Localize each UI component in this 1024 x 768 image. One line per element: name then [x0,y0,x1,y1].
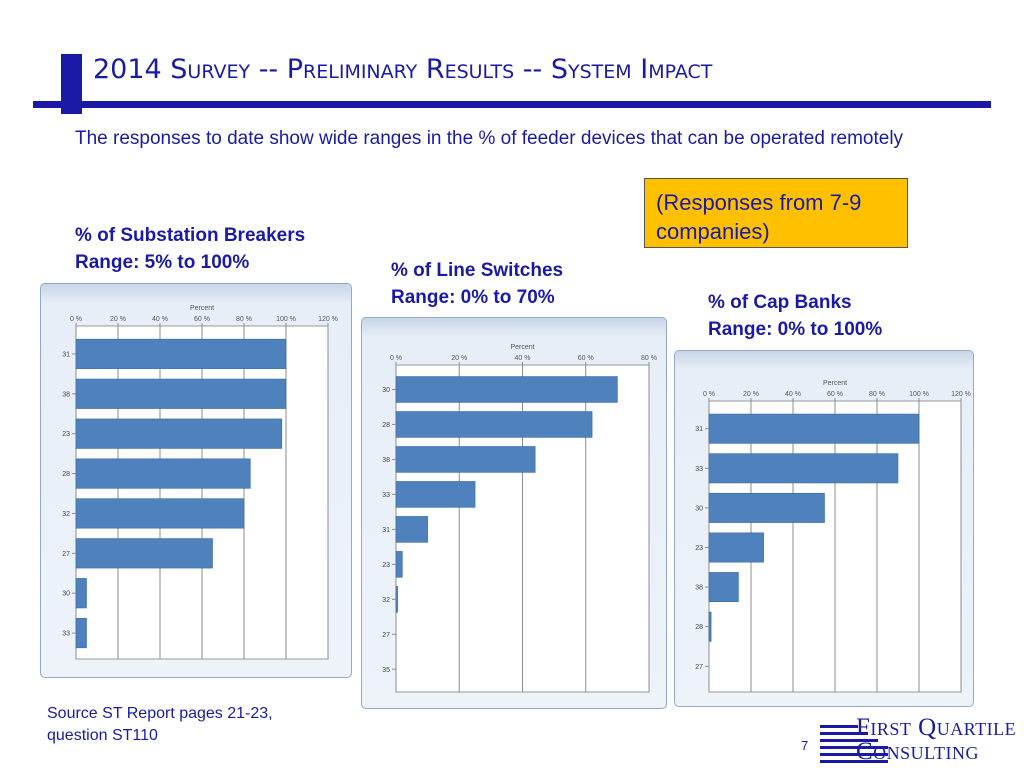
category-label: 28 [382,422,390,429]
tick-label: 120 % [951,391,971,398]
bar [75,378,287,409]
tick-label: 100 % [909,391,929,398]
chart-range-label: Range: 5% to 100% [75,252,250,273]
tick-label: 80 % [236,316,252,323]
category-label: 38 [382,457,390,464]
category-label: 32 [62,511,70,518]
chart-cap-banks: Percent 0 % 20 % 40 % 60 % 80 % 100 % 120 % 31 33… [695,380,971,693]
tick-label: 20 % [743,391,759,398]
bar [395,516,428,543]
category-label: 30 [695,505,703,512]
category-label: 33 [62,631,70,638]
bar [395,551,403,578]
bar [75,338,287,369]
source-line-1: Source ST Report pages 21-23, [47,705,273,722]
logo-text-line-2: Consulting [856,738,980,765]
bar [75,458,251,489]
tick-label: 0 % [703,391,715,398]
tick-label: 60 % [827,391,843,398]
bar [75,618,87,649]
source-note: Source ST Report pages 21-23, question S… [47,703,273,747]
bar [708,532,764,563]
chart-range-label: Range: 0% to 100% [708,319,883,340]
category-label: 32 [382,597,390,604]
bar [708,492,825,523]
chart-title: % of Line Switches [391,260,564,281]
bar [75,418,283,449]
tick-label: 20 % [110,316,126,323]
bar [75,538,213,569]
bar [708,611,712,642]
bar [395,586,398,613]
bar [708,453,899,484]
chart-heading-substation-breakers: % of Substation Breakers Range: 5% to 10… [75,222,305,276]
category-label: 28 [62,471,70,478]
category-label: 30 [382,387,390,394]
tick-label: 100 % [276,316,296,323]
title-underline [33,101,991,108]
responses-callout: (Responses from 7-9 companies) [644,178,908,248]
tick-label: 60 % [194,316,210,323]
bar [395,376,618,403]
category-label: 30 [62,591,70,598]
chart-substation-breakers: Percent 0 % 20 % 40 % 60 % 80 % 100 % 120 % 31 38… [62,305,338,660]
chart-range-label: Range: 0% to 70% [391,287,555,308]
bar [395,481,476,508]
title-accent-bar [61,54,82,114]
category-label: 31 [62,351,70,358]
bar [708,413,920,444]
chart-line-switches: Percent 0 % 20 % 40 % 60 % 80 % 30 28 38 33 31 23 32… [382,344,657,693]
chart-title: % of Cap Banks [708,292,852,313]
chart-heading-cap-banks: % of Cap Banks Range: 0% to 100% [708,289,882,343]
chart-title: % of Substation Breakers [75,225,306,246]
source-line-2: question ST110 [47,727,158,744]
tick-label: 0 % [390,355,402,362]
tick-label: 40 % [515,355,531,362]
chart-panel-cap-banks: Percent 0 % 20 % 40 % 60 % 80 % 100 % 120 % 31 33… [674,350,974,707]
tick-label: 40 % [152,316,168,323]
tick-label: 80 % [869,391,885,398]
category-label: 23 [695,545,703,552]
slide-title: 2014 Survey -- Preliminary Results -- Sy… [93,54,713,85]
tick-label: 80 % [641,355,657,362]
company-logo: First Quartile Consulting [820,715,1024,765]
logo-stripes-icon [820,725,888,763]
chart-panel-substation-breakers: Percent 0 % 20 % 40 % 60 % 80 % 100 % 120 % 31 38… [40,283,352,678]
category-label: 31 [382,527,390,534]
category-label: 27 [382,632,390,639]
category-label: 23 [62,431,70,438]
tick-label: 40 % [785,391,801,398]
category-label: 38 [62,391,70,398]
category-label: 38 [695,585,703,592]
bar [708,572,739,603]
tick-label: 60 % [578,355,594,362]
x-axis-label: Percent [190,305,214,312]
logo-text-line-1: First Quartile [856,714,1017,741]
category-label: 33 [382,492,390,499]
bar [395,446,536,473]
tick-label: 0 % [70,316,82,323]
category-label: 28 [695,624,703,631]
bar [75,498,245,529]
x-axis-label: Percent [510,344,534,351]
chart-heading-line-switches: % of Line Switches Range: 0% to 70% [391,257,563,311]
intro-text: The responses to date show wide ranges i… [75,128,904,149]
chart-panel-line-switches: Percent 0 % 20 % 40 % 60 % 80 % 30 28 38 33 31 23 32… [361,317,667,709]
category-label: 23 [382,562,390,569]
category-label: 35 [382,667,390,674]
bar [395,411,593,438]
category-label: 31 [695,426,703,433]
tick-label: 20 % [451,355,467,362]
bar [75,578,87,609]
category-label: 27 [62,551,70,558]
page-number: 7 [801,738,809,753]
category-label: 33 [695,466,703,473]
category-label: 27 [695,664,703,671]
x-axis-label: Percent [823,380,847,387]
tick-label: 120 % [318,316,338,323]
